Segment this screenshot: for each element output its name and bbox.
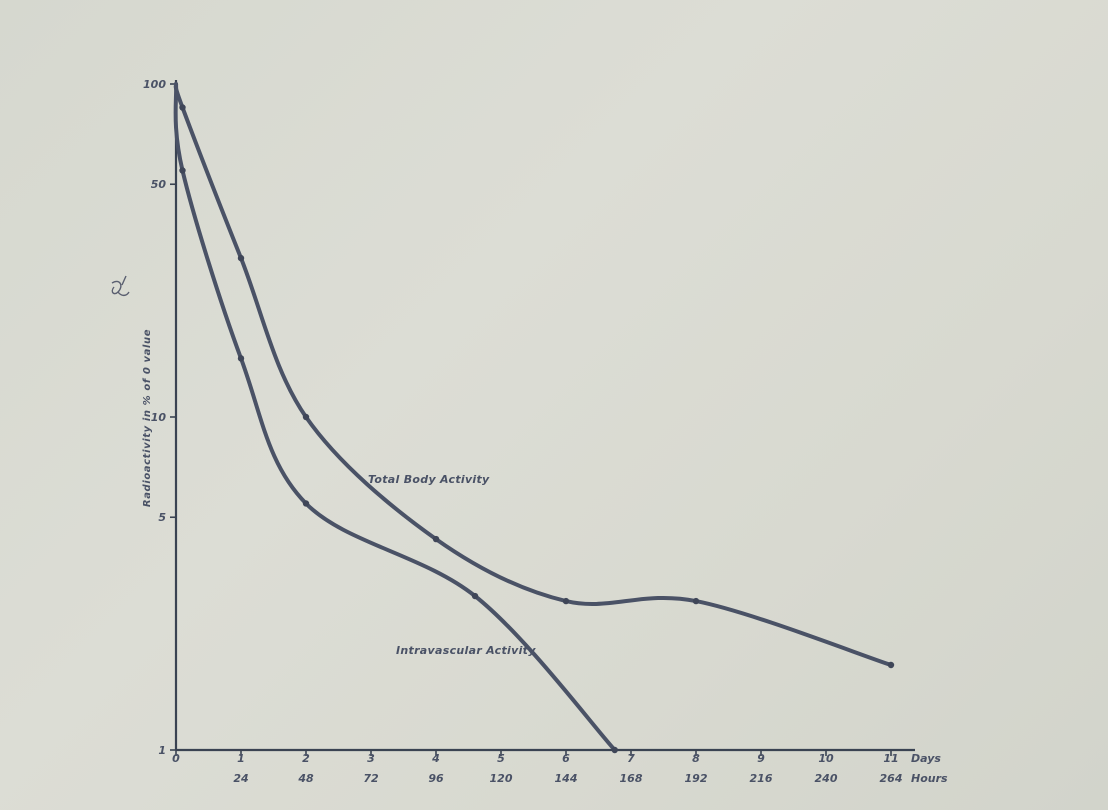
handwritten-mark: [111, 275, 130, 297]
x-hour-tick-label: 240: [815, 772, 838, 785]
x-day-tick-label: 4: [431, 752, 440, 765]
x-day-tick-label: 7: [627, 752, 635, 765]
series-0-point: [432, 535, 440, 543]
x-day-tick-label: 1: [237, 752, 245, 765]
series-0-point: [562, 597, 570, 605]
x-hour-tick-label: 192: [685, 772, 708, 785]
x-day-tick-label: 0: [172, 752, 180, 765]
series-layer: Total Body Activity Intravascular Activit…: [173, 82, 895, 754]
y-tick-label: 1: [158, 744, 166, 757]
y-tick-label: 10: [151, 411, 167, 424]
series-0-point: [887, 661, 895, 669]
series-1-point: [179, 167, 186, 174]
x-day-tick-label: 9: [757, 752, 765, 765]
series-1-point: [302, 500, 310, 507]
y-axis-title: Radioactivity in % of 0 value: [142, 329, 153, 507]
x-hour-tick-label: 120: [490, 772, 513, 785]
y-tick-label: 5: [158, 511, 166, 524]
x-hour-tick-label: 264: [880, 772, 903, 785]
x-hour-tick-label: 168: [620, 772, 643, 785]
series-0-point: [179, 104, 186, 111]
series-1-point: [237, 355, 245, 362]
x-hour-tick-label: 144: [555, 772, 578, 785]
x-days-unit: Days: [911, 752, 941, 765]
series-1-point: [471, 592, 479, 600]
series-0-point: [692, 597, 700, 605]
x-hour-tick-label: 96: [428, 772, 444, 785]
x-day-tick-label: 5: [497, 752, 505, 765]
x-hours-unit: Hours: [911, 772, 948, 785]
x-day-tick-label: 11: [883, 752, 898, 765]
x-hour-tick-label: 72: [363, 772, 379, 785]
x-day-tick-label: 3: [367, 752, 375, 765]
x-ticks: 0 1 2 3 4 5 6 7 8 9 10 11 Days 24 48 72 96 120 144 168 192 21…: [172, 750, 948, 785]
x-hour-tick-label: 48: [297, 772, 314, 785]
x-day-tick-label: 2: [302, 752, 310, 765]
x-hour-tick-label: 216: [750, 772, 773, 785]
series-1-point: [611, 746, 618, 754]
x-day-tick-label: 6: [562, 752, 570, 765]
x-day-tick-label: 10: [818, 752, 834, 765]
x-day-tick-label: 8: [692, 752, 700, 765]
series-label-0: Total Body Activity: [368, 473, 490, 486]
series-0-point: [302, 413, 310, 421]
series-0-point: [237, 254, 245, 262]
y-tick-label: 100: [143, 78, 166, 91]
x-hour-tick-label: 24: [233, 772, 248, 785]
y-tick-label: 50: [151, 178, 167, 191]
series-line-0: [173, 82, 893, 667]
series-label-1: Intravascular Activity: [396, 644, 536, 657]
